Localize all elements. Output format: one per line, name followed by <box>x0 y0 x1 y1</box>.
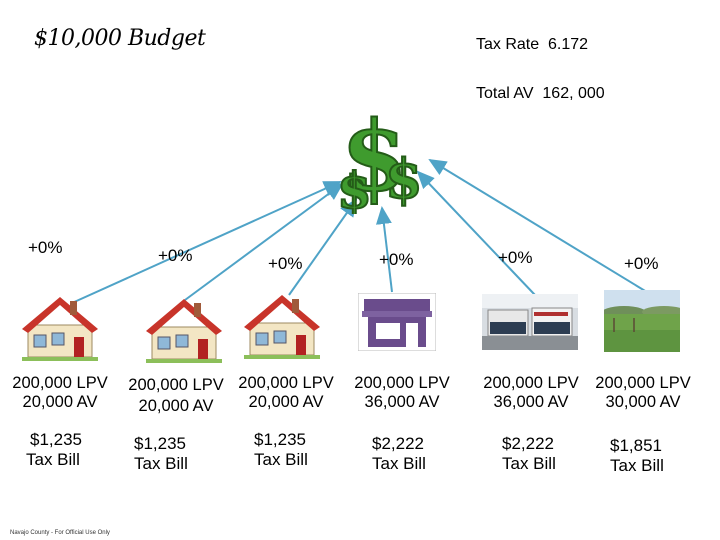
change-label: +0% <box>498 248 533 267</box>
svg-text:$: $ <box>337 161 372 214</box>
tax-bill: $2,222 Tax Bill <box>372 434 426 474</box>
house-icon <box>146 299 222 363</box>
change-label: +0% <box>28 238 63 257</box>
lpv-value: 200,000 LPV <box>12 374 108 392</box>
total-av: Total AV 162, 000 <box>476 85 605 103</box>
arrow-1 <box>71 181 342 304</box>
lpv-value: 200,000 LPV <box>128 376 224 394</box>
tax-bill-label: Tax Bill <box>502 454 556 473</box>
farmland-icon <box>604 290 680 352</box>
storefront-icon <box>358 293 436 351</box>
change-label: +0% <box>379 250 414 269</box>
tax-bill: $1,851 Tax Bill <box>610 436 664 476</box>
tax-rate: Tax Rate 6.172 <box>476 36 588 54</box>
tax-bill-amount: $2,222 <box>502 434 554 453</box>
property-values: 200,000 LPV 36,000 AV <box>354 374 449 412</box>
house-icon <box>244 295 320 359</box>
tax-bill-amount: $2,222 <box>372 434 424 453</box>
av-value: 20,000 AV <box>22 393 98 411</box>
page-title: $10,000 Budget <box>34 26 206 51</box>
tax-rate-value: 6.172 <box>548 36 589 53</box>
lpv-value: 200,000 LPV <box>595 374 691 392</box>
property-values: 200,000 LPV 20,000 AV <box>12 374 107 412</box>
svg-text:$: $ <box>385 147 423 211</box>
tax-bill-amount: $1,851 <box>610 436 662 455</box>
av-value: 36,000 AV <box>364 393 440 411</box>
av-value: 30,000 AV <box>605 393 681 411</box>
tax-bill-amount: $1,235 <box>134 434 186 453</box>
tax-bill-label: Tax Bill <box>610 456 664 475</box>
tax-bill-amount: $1,235 <box>30 430 82 449</box>
dollar-signs-icon: $ $ $ <box>337 99 424 214</box>
house-icon <box>22 297 98 361</box>
tax-bill: $1,235 Tax Bill <box>134 434 188 474</box>
property-values: 200,000 LPV 36,000 AV <box>483 374 578 412</box>
tax-bill: $2,222 Tax Bill <box>502 434 556 474</box>
strip-mall-icon <box>482 294 578 350</box>
svg-text:$: $ <box>341 100 408 213</box>
property-values: 200,000 LPV 20,000 AV <box>128 376 223 416</box>
tax-bill: $1,235 Tax Bill <box>26 430 82 470</box>
change-label: +0% <box>158 246 193 265</box>
tax-bill: $1,235 Tax Bill <box>254 430 308 470</box>
tax-bill-label: Tax Bill <box>26 450 80 469</box>
arrow-2 <box>184 182 344 301</box>
arrow-5 <box>416 170 536 296</box>
change-label: +0% <box>624 254 659 273</box>
tax-bill-label: Tax Bill <box>254 450 308 469</box>
arrow-3 <box>288 198 358 296</box>
tax-bill-label: Tax Bill <box>134 454 188 473</box>
lpv-value: 200,000 LPV <box>238 374 334 392</box>
tax-rate-label: Tax Rate <box>476 36 540 53</box>
arrow-4 <box>375 206 393 293</box>
av-value: 36,000 AV <box>493 393 569 411</box>
tax-bill-amount: $1,235 <box>254 430 306 449</box>
lpv-value: 200,000 LPV <box>483 374 579 392</box>
change-label: +0% <box>268 254 303 273</box>
property-values: 200,000 LPV 20,000 AV <box>238 374 333 412</box>
lpv-value: 200,000 LPV <box>354 374 450 392</box>
total-av-value: 162, 000 <box>542 85 605 102</box>
footer-note: Navajo County - For Official Use Only <box>10 530 110 536</box>
av-value: 20,000 AV <box>138 397 214 415</box>
tax-bill-label: Tax Bill <box>372 454 426 473</box>
total-av-label: Total AV <box>476 85 534 102</box>
arrow-6 <box>428 158 661 301</box>
property-values: 200,000 LPV 30,000 AV <box>595 374 690 412</box>
av-value: 20,000 AV <box>248 393 324 411</box>
